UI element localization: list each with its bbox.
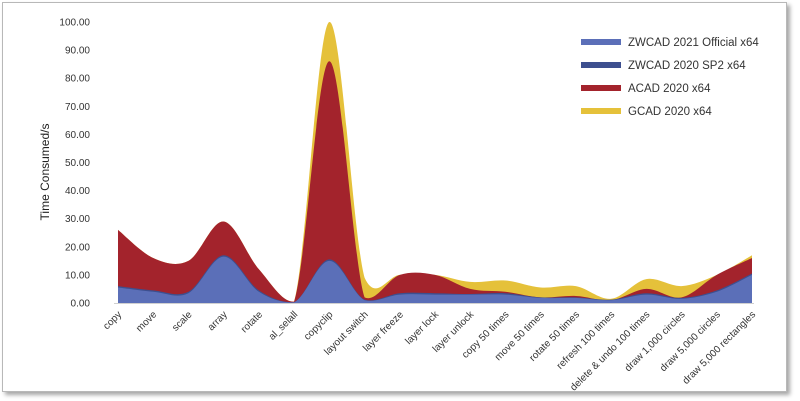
x-tick-label: array	[206, 309, 230, 333]
x-tick-label: draw 5,000 circles	[658, 309, 723, 374]
chart-frame	[2, 2, 787, 392]
x-tick-label: draw 1,000 circles	[623, 309, 688, 374]
y-tick-label: 90.00	[65, 46, 90, 57]
legend-swatch	[581, 85, 621, 91]
series-areas	[114, 21, 754, 304]
x-tick-label: rotate	[239, 309, 265, 335]
series-area-0	[118, 256, 752, 303]
y-tick-label: 40.00	[65, 186, 90, 197]
legend-swatch	[581, 39, 621, 45]
y-tick-label: 80.00	[65, 74, 90, 85]
x-tick-label: al_selall	[267, 309, 300, 342]
y-tick-label: 50.00	[65, 158, 90, 169]
legend-swatch	[581, 62, 621, 68]
legend-label: GCAD 2020 x64	[628, 106, 712, 118]
y-axis-label: Time Consumed/s	[38, 124, 52, 221]
y-tick-label: 100.00	[59, 18, 90, 29]
legend: ZWCAD 2021 Official x64 ZWCAD 2020 SP2 x6…	[581, 37, 759, 118]
x-tick-label: draw 5,000 rectangles	[681, 309, 758, 386]
y-tick-label: 30.00	[65, 214, 90, 225]
x-tick-label: copy	[101, 309, 124, 332]
y-tick-label: 20.00	[65, 242, 90, 253]
y-tick-label: 60.00	[65, 130, 90, 141]
x-tick-label: copyclip	[302, 309, 336, 343]
series-area-2	[118, 61, 752, 304]
y-tick-label: 70.00	[65, 102, 90, 113]
y-tick-label: 0.00	[71, 299, 91, 310]
legend-label: ZWCAD 2021 Official x64	[628, 37, 759, 49]
y-axis: 0.00 10.00 20.00 30.00 40.00 50.00 60.00 70.00 8…	[59, 18, 90, 310]
y-tick-label: 10.00	[65, 270, 90, 281]
legend-swatch	[581, 108, 621, 114]
x-axis: copy move scale array rotate al_selall copycli…	[101, 309, 758, 394]
x-tick-label: move	[134, 309, 159, 334]
legend-label: ACAD 2020 x64	[628, 83, 711, 95]
legend-label: ZWCAD 2020 SP2 x64	[628, 60, 746, 72]
x-tick-label: scale	[170, 309, 195, 334]
